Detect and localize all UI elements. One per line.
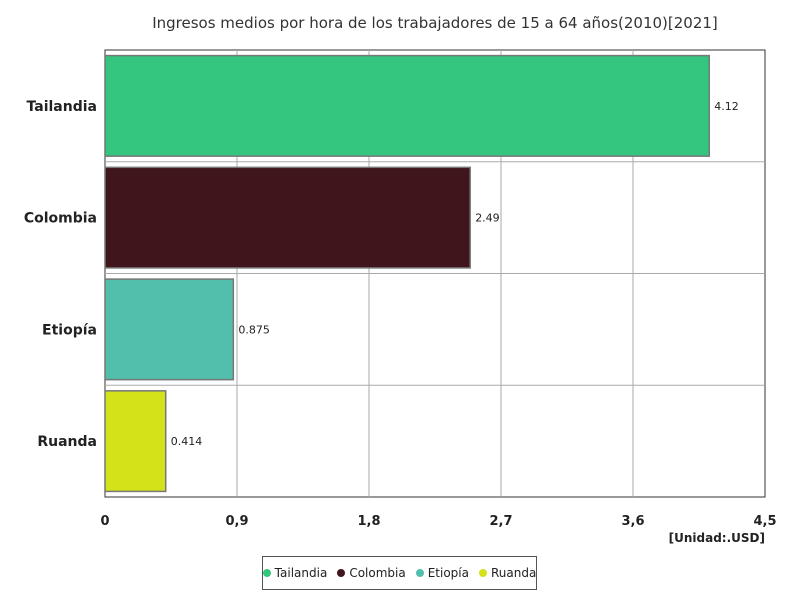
bar-colombia: [104, 166, 471, 269]
legend-dot-icon: [478, 569, 487, 577]
category-label: Etiopía: [42, 322, 97, 338]
x-tick-label: 4,5: [753, 514, 776, 529]
bar-value-label: 2.49: [475, 212, 500, 225]
x-tick-label: 3,6: [621, 514, 644, 529]
legend-label: Tailandia: [274, 566, 328, 580]
x-tick-label: 2,7: [489, 514, 512, 529]
bar-ruanda: [104, 390, 167, 493]
bar-value-label: 0.414: [171, 435, 203, 448]
legend-label: Etiopía: [427, 566, 469, 580]
category-label: Ruanda: [37, 434, 97, 450]
y-category-labels: Tailandia Colombia Etiopía Ruanda: [24, 99, 97, 450]
legend-item-colombia: Colombia: [337, 566, 406, 580]
bar-etiopía: [104, 278, 235, 381]
x-tick-label: 1,8: [357, 514, 380, 529]
legend-label: Ruanda: [490, 566, 537, 580]
legend-dot-icon: [337, 569, 346, 577]
legend-item-tailandia: Tailandia: [262, 566, 328, 580]
legend-item-ruanda: Ruanda: [478, 566, 537, 580]
category-label: Colombia: [24, 211, 97, 227]
x-tick-labels: 0 0,9 1,8 2,7 3,6 4,5: [100, 514, 776, 529]
legend: Tailandia Colombia Etiopía Ruanda: [262, 556, 537, 590]
chart-title: Ingresos medios por hora de los trabajad…: [152, 14, 718, 32]
bars-group: 4.12 2.49 0.875 0.414: [104, 54, 739, 493]
unit-label: [Unidad:.USD]: [669, 531, 765, 545]
legend-label: Colombia: [349, 566, 406, 580]
category-label: Tailandia: [27, 99, 97, 115]
bar-value-label: 4.12: [714, 100, 739, 113]
x-tick-label: 0,9: [225, 514, 248, 529]
x-tick-label: 0: [100, 514, 109, 529]
legend-item-etiopía: Etiopía: [415, 566, 469, 580]
bar-tailandia: [104, 54, 711, 157]
legend-dot-icon: [415, 569, 424, 577]
legend-dot-icon: [262, 569, 271, 577]
bar-value-label: 0.875: [238, 323, 269, 336]
